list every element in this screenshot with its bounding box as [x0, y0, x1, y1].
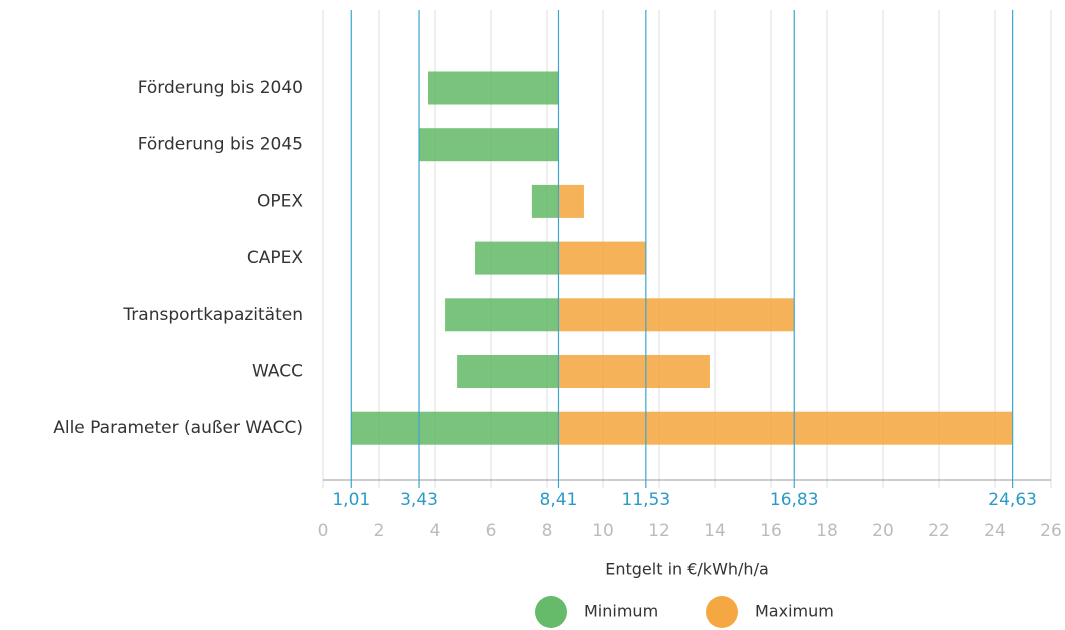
- highlight-tick-label: 11,53: [622, 490, 671, 510]
- x-tick-label: 0: [318, 521, 329, 541]
- category-label: CAPEX: [247, 248, 303, 268]
- x-tick-label: 18: [816, 521, 838, 541]
- x-tick-label: 12: [648, 521, 670, 541]
- legend-swatch: [706, 596, 738, 628]
- bar: [445, 298, 559, 332]
- x-tick-label: 26: [1040, 521, 1062, 541]
- category-label: Alle Parameter (außer WACC): [53, 418, 303, 438]
- x-tick-label: 14: [704, 521, 726, 541]
- highlight-tick-label: 24,63: [988, 490, 1037, 510]
- bar: [457, 355, 559, 388]
- x-tick-label: 4: [430, 521, 441, 541]
- category-label: Transportkapazitäten: [122, 305, 303, 325]
- x-tick-label: 10: [592, 521, 614, 541]
- x-axis-title: Entgelt in €/kWh/h/a: [605, 560, 769, 579]
- x-tick-label: 16: [760, 521, 782, 541]
- x-tick-label: 20: [872, 521, 894, 541]
- legend-swatch: [535, 596, 567, 628]
- highlight-tick-label: 8,41: [540, 490, 578, 510]
- x-tick-label: 22: [928, 521, 950, 541]
- legend-label: Maximum: [755, 602, 834, 621]
- x-tick-label: 24: [984, 521, 1006, 541]
- bar: [475, 241, 559, 275]
- bar: [558, 411, 1013, 445]
- legend-label: Minimum: [584, 602, 658, 621]
- bar: [558, 355, 710, 388]
- bar: [351, 411, 559, 445]
- category-label: Förderung bis 2040: [138, 78, 303, 98]
- highlight-tick-label: 16,83: [770, 490, 819, 510]
- x-tick-label: 8: [542, 521, 553, 541]
- x-tick-label: 6: [486, 521, 497, 541]
- highlight-tick-label: 3,43: [400, 490, 438, 510]
- bar: [531, 184, 559, 218]
- highlight-tick-label: 1,01: [332, 490, 370, 510]
- category-label: Förderung bis 2045: [138, 135, 303, 155]
- bar: [558, 241, 646, 275]
- bar: [419, 128, 559, 162]
- x-tick-label: 2: [374, 521, 385, 541]
- bar: [558, 298, 795, 332]
- category-label: OPEX: [257, 191, 303, 211]
- bar: [428, 71, 559, 105]
- category-label: WACC: [252, 362, 303, 382]
- bar: [558, 184, 584, 218]
